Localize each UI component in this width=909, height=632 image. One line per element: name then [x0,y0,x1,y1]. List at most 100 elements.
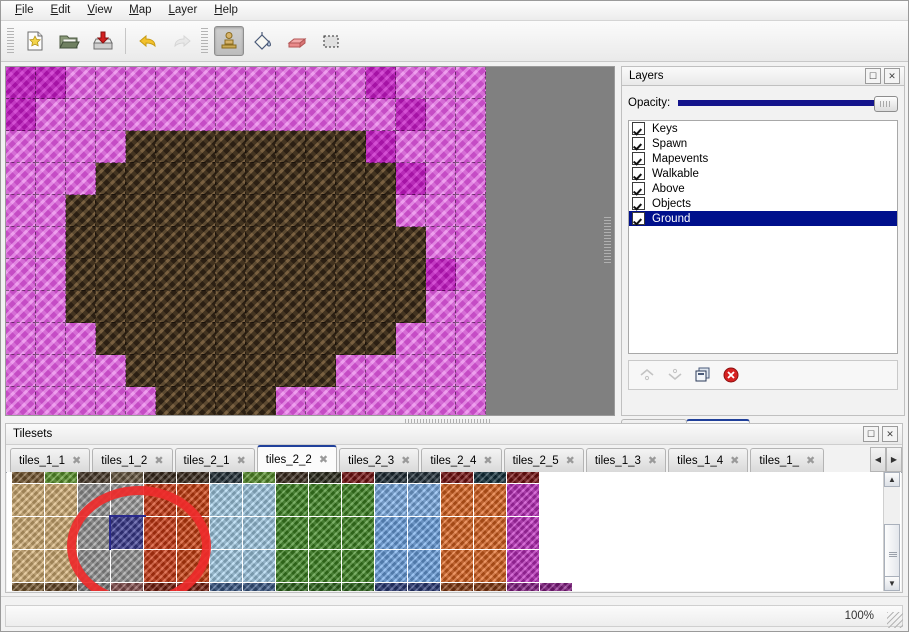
map-tile[interactable] [336,67,366,99]
layer-visibility-checkbox[interactable] [632,182,645,195]
tileset-tile[interactable] [408,484,441,517]
tileset-tab[interactable]: tiles_1_1 ✖ [10,448,91,472]
map-tile[interactable] [306,131,336,163]
tileset-tile[interactable] [276,472,309,484]
map-tile[interactable] [246,131,276,163]
stamp-tool-button[interactable] [214,26,244,56]
map-row[interactable] [6,355,486,387]
map-tile[interactable] [456,99,486,131]
map-tile[interactable] [366,67,396,99]
map-tile[interactable] [276,195,306,227]
tileset-tile[interactable] [144,583,177,591]
duplicate-layer-button[interactable] [691,364,715,386]
tileset-tile[interactable] [309,517,342,550]
tileset-tile[interactable] [177,484,210,517]
tileset-tile[interactable] [45,517,78,550]
map-tile[interactable] [246,323,276,355]
tileset-tile[interactable] [243,517,276,550]
map-tile[interactable] [366,227,396,259]
map-tile[interactable] [426,131,456,163]
map-tile[interactable] [306,99,336,131]
tileset-tile[interactable] [507,583,540,591]
tilesets-close-dock-icon[interactable]: ✕ [882,426,898,442]
map-tile[interactable] [126,227,156,259]
map-tile[interactable] [246,99,276,131]
tileset-tile[interactable] [12,517,45,550]
close-tab-icon[interactable]: ✖ [806,455,816,467]
map-tile[interactable] [186,227,216,259]
menu-edit[interactable]: Edit [50,4,71,16]
map-tile[interactable] [456,355,486,387]
map-tile[interactable] [126,163,156,195]
map-tile[interactable] [216,259,246,291]
map-tile[interactable] [126,195,156,227]
tileset-tile[interactable] [342,472,375,484]
open-file-button[interactable] [54,26,84,56]
save-file-button[interactable] [88,26,118,56]
scroll-up-icon[interactable]: ▲ [884,472,900,487]
tileset-tile[interactable] [177,472,210,484]
map-tile[interactable] [216,387,246,415]
map-tile[interactable] [216,291,246,323]
map-tile[interactable] [126,67,156,99]
tileset-tile[interactable] [441,550,474,583]
map-tile[interactable] [396,227,426,259]
tileset-tile[interactable] [441,583,474,591]
tileset-tab[interactable]: tiles_1_3 ✖ [585,448,667,472]
tileset-tab[interactable]: tiles_1_ ✖ [750,448,825,472]
map-tile[interactable] [216,67,246,99]
map-tile[interactable] [6,291,36,323]
map-tile[interactable] [36,227,66,259]
layer-visibility-checkbox[interactable] [632,152,645,165]
map-tile[interactable] [156,323,186,355]
tileset-tile[interactable] [144,472,177,484]
map-tile[interactable] [276,387,306,415]
tileset-tile[interactable] [78,583,111,591]
tileset-tile[interactable] [12,583,45,591]
close-tab-icon[interactable]: ✖ [730,455,740,467]
tileset-tile[interactable] [45,484,78,517]
tileset-scrollbar[interactable]: ▲ ▼ [883,472,900,591]
tileset-tile[interactable] [45,583,78,591]
tileset-tile[interactable] [309,550,342,583]
scroll-down-icon[interactable]: ▼ [884,576,900,591]
map-tile[interactable] [96,387,126,415]
map-tile[interactable] [156,99,186,131]
tileset-tile[interactable] [12,472,45,484]
map-tile[interactable] [276,67,306,99]
layer-list-item[interactable]: Spawn [629,136,897,151]
map-tile[interactable] [36,163,66,195]
map-tile[interactable] [96,355,126,387]
layer-list-item[interactable]: Keys [629,121,897,136]
tileset-tile[interactable] [474,583,507,591]
map-tile[interactable] [456,195,486,227]
map-tile[interactable] [426,259,456,291]
map-tile[interactable] [186,67,216,99]
menu-map[interactable]: Map [129,4,152,16]
map-tile[interactable] [36,291,66,323]
map-tile[interactable] [6,387,36,415]
map-row[interactable] [6,259,486,291]
map-tile[interactable] [186,131,216,163]
map-tile[interactable] [396,67,426,99]
map-tile[interactable] [456,259,486,291]
map-tile[interactable] [366,163,396,195]
tileset-tab[interactable]: tiles_1_2 ✖ [92,448,173,472]
toolbar-grip[interactable] [7,28,14,54]
rectangle-select-button[interactable] [316,26,346,56]
map-tile[interactable] [96,131,126,163]
tileset-tile[interactable] [276,550,309,583]
map-tile[interactable] [456,387,486,415]
layer-list-item[interactable]: Ground [629,211,897,226]
tilesets-float-dock-icon[interactable]: ☐ [863,426,879,442]
map-tile[interactable] [36,387,66,415]
tileset-tile[interactable] [375,550,408,583]
tileset-tile[interactable] [342,583,375,591]
layer-visibility-checkbox[interactable] [632,167,645,180]
tileset-tile[interactable] [474,472,507,484]
map-tile[interactable] [306,163,336,195]
map-tile[interactable] [276,227,306,259]
float-dock-icon[interactable]: ☐ [865,68,881,84]
map-tile[interactable] [6,99,36,131]
layer-visibility-checkbox[interactable] [632,212,645,225]
